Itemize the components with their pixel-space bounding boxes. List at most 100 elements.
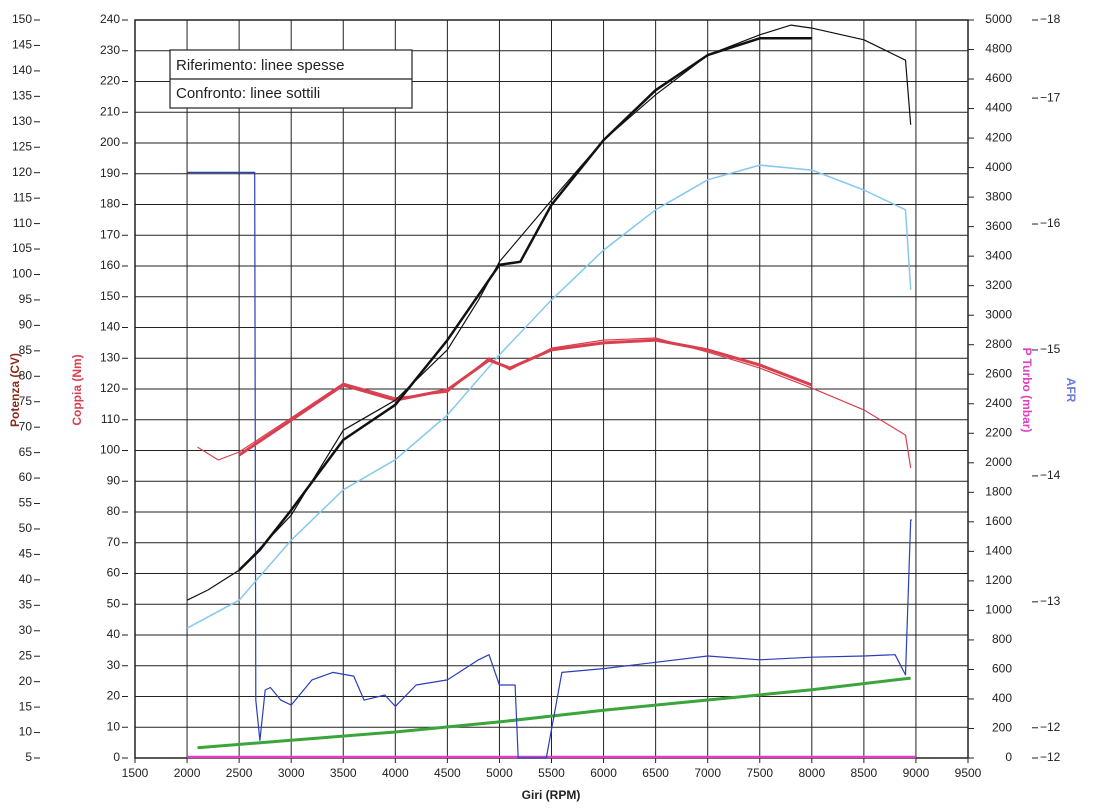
y2-tick-label: 90 (107, 473, 121, 487)
y3-tick-label: 2800 (985, 337, 1012, 351)
x-tick-label: 8500 (851, 766, 878, 780)
series-line (186, 24, 912, 601)
x-tick-label: 9000 (903, 766, 930, 780)
series-line (187, 171, 912, 759)
y2-tick-label: 190 (100, 166, 120, 180)
y3-tick-label: 1800 (985, 484, 1012, 498)
y-tick-label: 50 (19, 521, 33, 535)
series-line (197, 676, 911, 750)
y3-tick-label: 1400 (985, 544, 1012, 558)
y-axis-label: Potenza (CV) (8, 353, 22, 427)
y2-tick-label: 130 (100, 350, 120, 364)
y3-axis-label: P Turbo (mbar) (1020, 348, 1034, 433)
y-tick-label: 55 (19, 496, 33, 510)
y3-tick-label: 2600 (985, 366, 1012, 380)
x-axis-label: Giri (RPM) (522, 788, 581, 802)
y3-tick-label: 3000 (985, 307, 1012, 321)
y-tick-label: 95 (19, 292, 33, 306)
y3-tick-label: 2000 (985, 455, 1012, 469)
y3-tick-label: 4600 (985, 71, 1012, 85)
y-tick-label: 60 (19, 470, 33, 484)
y-tick-label: 10 (19, 725, 33, 739)
y2-tick-label: 160 (100, 258, 120, 272)
x-tick-label: 8000 (798, 766, 825, 780)
y-tick-label: 80 (19, 368, 33, 382)
y3-tick-label: 4800 (985, 42, 1012, 56)
y-tick-label: 35 (19, 597, 33, 611)
y2-tick-label: 200 (100, 135, 120, 149)
y3-tick-label: 3600 (985, 219, 1012, 233)
y2-tick-label: 60 (107, 566, 121, 580)
series-line (197, 337, 912, 469)
y3-tick-label: 200 (992, 721, 1012, 735)
x-tick-label: 7500 (746, 766, 773, 780)
y-tick-label: 15 (19, 699, 33, 713)
y3-tick-label: 3400 (985, 248, 1012, 262)
y4-tick-label: −13 (1040, 594, 1061, 608)
y-tick-label: 20 (19, 674, 33, 688)
y4-tick-label: −15 (1040, 342, 1061, 356)
y3-tick-label: 800 (992, 632, 1012, 646)
x-tick-label: 3500 (330, 766, 357, 780)
y4-tick-label: −12 (1040, 720, 1061, 734)
y2-tick-label: 50 (107, 596, 121, 610)
x-tick-label: 2500 (226, 766, 253, 780)
y-tick-label: 75 (19, 394, 33, 408)
x-tick-label: 5500 (538, 766, 565, 780)
x-tick-label: 9500 (955, 766, 982, 780)
y2-tick-label: 30 (107, 658, 121, 672)
y-tick-label: 145 (12, 38, 32, 52)
y3-tick-label: 4200 (985, 130, 1012, 144)
y2-tick-label: 0 (113, 750, 120, 764)
x-tick-label: 4000 (382, 766, 409, 780)
legend-entry: Riferimento: linee spesse (176, 57, 344, 74)
y3-tick-label: 5000 (985, 12, 1012, 26)
x-tick-label: 3000 (278, 766, 305, 780)
y-tick-label: 65 (19, 445, 33, 459)
series-line (186, 164, 912, 629)
y2-tick-label: 220 (100, 74, 120, 88)
y-tick-label: 150 (12, 12, 32, 26)
y4-axis-label: AFR (1064, 378, 1078, 403)
y-tick-label: 25 (19, 648, 33, 662)
series-line (238, 37, 812, 572)
y3-tick-label: 4400 (985, 101, 1012, 115)
y3-tick-label: 1600 (985, 514, 1012, 528)
y2-tick-label: 10 (107, 719, 121, 733)
x-tick-label: 2000 (174, 766, 201, 780)
y4-tick-label: −16 (1040, 216, 1061, 230)
y4-tick-label: −14 (1040, 468, 1061, 482)
y-tick-label: 115 (13, 190, 32, 204)
y-tick-label: 85 (19, 343, 33, 357)
y2-tick-label: 20 (107, 689, 121, 703)
y-tick-label: 120 (12, 165, 32, 179)
legend: Riferimento: linee spesse Confronto: lin… (169, 49, 413, 109)
y2-tick-label: 240 (100, 12, 120, 26)
y2-tick-label: 40 (107, 627, 121, 641)
y3-tick-label: 2200 (985, 425, 1012, 439)
y2-tick-label: 70 (107, 535, 121, 549)
y3-tick-label: 600 (992, 662, 1012, 676)
y2-tick-label: 140 (100, 320, 120, 334)
x-tick-label: 5000 (486, 766, 513, 780)
y-tick-label: 140 (12, 63, 32, 77)
y-tick-label: 135 (12, 89, 32, 103)
y3-tick-label: 400 (992, 691, 1012, 705)
y2-tick-label: 150 (100, 289, 120, 303)
y2-tick-label: 210 (100, 104, 120, 118)
y-tick-label: 100 (12, 267, 32, 281)
series-line (238, 338, 813, 457)
y2-tick-label: 170 (100, 227, 120, 241)
x-tick-label: 6500 (642, 766, 669, 780)
y3-tick-label: 4000 (985, 160, 1012, 174)
y-tick-label: 130 (12, 114, 32, 128)
y2-tick-label: 100 (100, 443, 120, 457)
y-tick-label: 70 (19, 419, 33, 433)
y2-tick-label: 80 (107, 504, 121, 518)
y2-tick-label: 180 (100, 197, 120, 211)
x-tick-label: 1500 (122, 766, 149, 780)
y3-tick-label: 1000 (985, 603, 1012, 617)
x-tick-label: 4500 (434, 766, 461, 780)
y3-tick-label: 3800 (985, 189, 1012, 203)
